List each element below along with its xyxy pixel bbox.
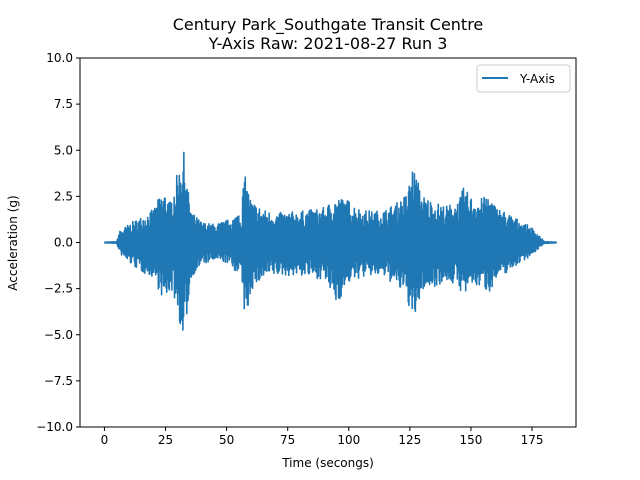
x-tick-label: 50 xyxy=(219,433,234,447)
y-tick-label: 10.0 xyxy=(46,51,73,65)
y-tick-label: 2.5 xyxy=(54,189,73,203)
y-axis-label: Acceleration (g) xyxy=(6,195,20,290)
y-tick-label: −7.5 xyxy=(44,374,73,388)
x-axis-label: Time (secongs) xyxy=(281,456,374,470)
x-tick-label: 25 xyxy=(158,433,173,447)
x-tick-label: 75 xyxy=(280,433,295,447)
y-tick-label: 7.5 xyxy=(54,97,73,111)
legend-label-y-axis: Y-Axis xyxy=(519,72,555,86)
x-tick-label: 100 xyxy=(337,433,360,447)
series-line-y-axis xyxy=(103,151,558,331)
legend: Y-Axis xyxy=(476,64,571,93)
y-tick-label: 0.0 xyxy=(54,236,73,250)
y-tick-label: −5.0 xyxy=(44,328,73,342)
axes: 0 25 50 75 100 125 150 175 −10.0 −7.5 −5.0 −2.5 0.0 2… xyxy=(36,51,577,447)
plot-area xyxy=(103,151,558,331)
y-tick-label: 5.0 xyxy=(54,143,73,157)
y-tick-label: −2.5 xyxy=(44,282,73,296)
x-tick-label: 150 xyxy=(459,433,482,447)
x-tick-label: 0 xyxy=(101,433,109,447)
x-tick-label: 175 xyxy=(521,433,544,447)
legend-box xyxy=(476,64,571,93)
chart-subtitle: Y-Axis Raw: 2021-08-27 Run 3 xyxy=(208,34,448,53)
x-tick-label: 125 xyxy=(398,433,421,447)
chart-title: Century Park_Southgate Transit Centre xyxy=(173,15,484,35)
y-tick-label: −10.0 xyxy=(36,420,73,434)
